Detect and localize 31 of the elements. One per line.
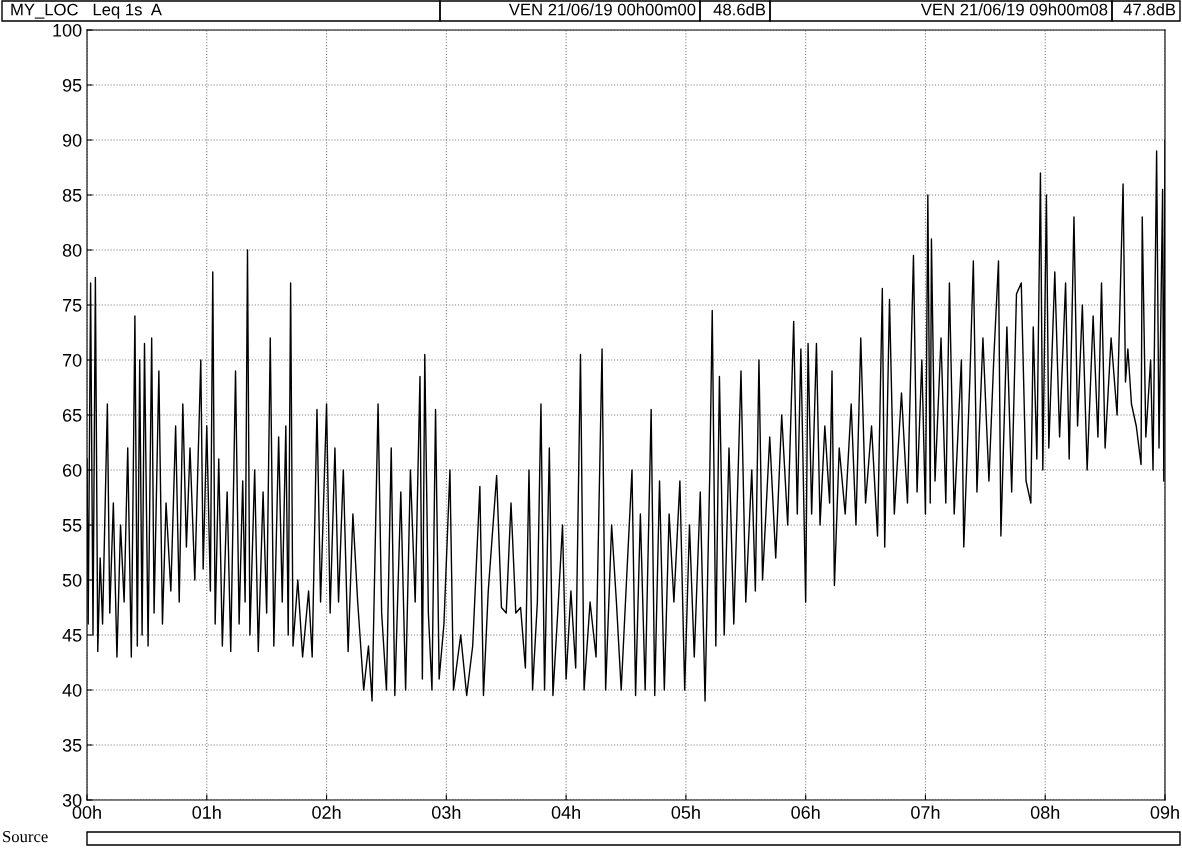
text: VEN 21/06/19 00h00m00 bbox=[508, 3, 696, 16]
text: 47.8dB bbox=[1123, 3, 1176, 16]
y-tick-label: 45 bbox=[62, 629, 82, 642]
y-tick-label: 80 bbox=[62, 243, 82, 257]
x-tick-label: 09h bbox=[1150, 805, 1179, 819]
y-tick-label: 30 bbox=[62, 793, 82, 807]
y-tick-label: 95 bbox=[62, 78, 82, 92]
y-tick-label: 55 bbox=[62, 519, 82, 532]
text: VEN 21/06/19 09h00m08 bbox=[920, 3, 1108, 16]
x-tick-label: 03h bbox=[431, 805, 461, 819]
x-tick-label: 08h bbox=[1030, 805, 1060, 819]
y-tick-label: 70 bbox=[62, 353, 82, 367]
y-tick-label: 75 bbox=[62, 299, 82, 312]
y-tick-label: 40 bbox=[62, 683, 82, 697]
y-tick-label: 50 bbox=[62, 573, 82, 587]
x-tick-label: 01h bbox=[192, 805, 221, 819]
x-tick-label: 05h bbox=[671, 805, 700, 819]
x-tick-label: 00h bbox=[72, 805, 101, 819]
text: 48.6dB bbox=[713, 3, 766, 16]
x-tick-label: 06h bbox=[791, 805, 820, 819]
y-tick-label: 35 bbox=[62, 738, 82, 752]
y-tick-label: 90 bbox=[62, 133, 82, 147]
text: Source bbox=[3, 830, 48, 843]
text: MY_LOC Leq 1s A bbox=[11, 3, 162, 19]
x-tick-label: 07h bbox=[911, 805, 940, 819]
y-tick-label: 60 bbox=[62, 463, 82, 477]
x-tick-label: 02h bbox=[312, 805, 341, 819]
y-tick-label: 85 bbox=[62, 188, 82, 202]
x-tick-label: 04h bbox=[551, 805, 580, 819]
y-tick-label: 100 bbox=[53, 23, 82, 37]
y-tick-label: 65 bbox=[62, 408, 82, 422]
